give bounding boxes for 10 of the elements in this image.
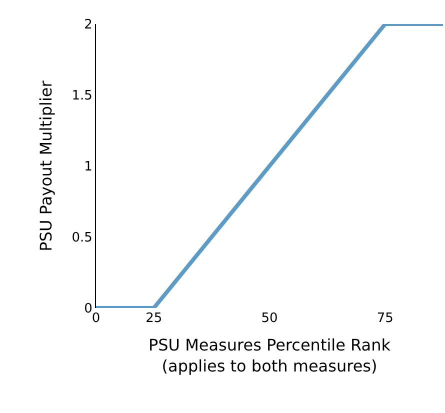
y-tick-label: 1.5 [72, 88, 92, 104]
x-tick-label: 50 [261, 311, 278, 326]
y-tick-label: 1 [84, 160, 92, 175]
y-axis-title: PSU Payout Multiplier [36, 80, 56, 252]
x-axis-title: PSU Measures Percentile Rank (applies to both measures) [148, 336, 392, 376]
y-tick-label: 2 [84, 18, 92, 33]
x-tick-label: 75 [376, 311, 394, 326]
y-tick-label: 0.5 [72, 230, 92, 246]
line-series [96, 24, 443, 308]
x-tick-label: 25 [146, 311, 162, 326]
